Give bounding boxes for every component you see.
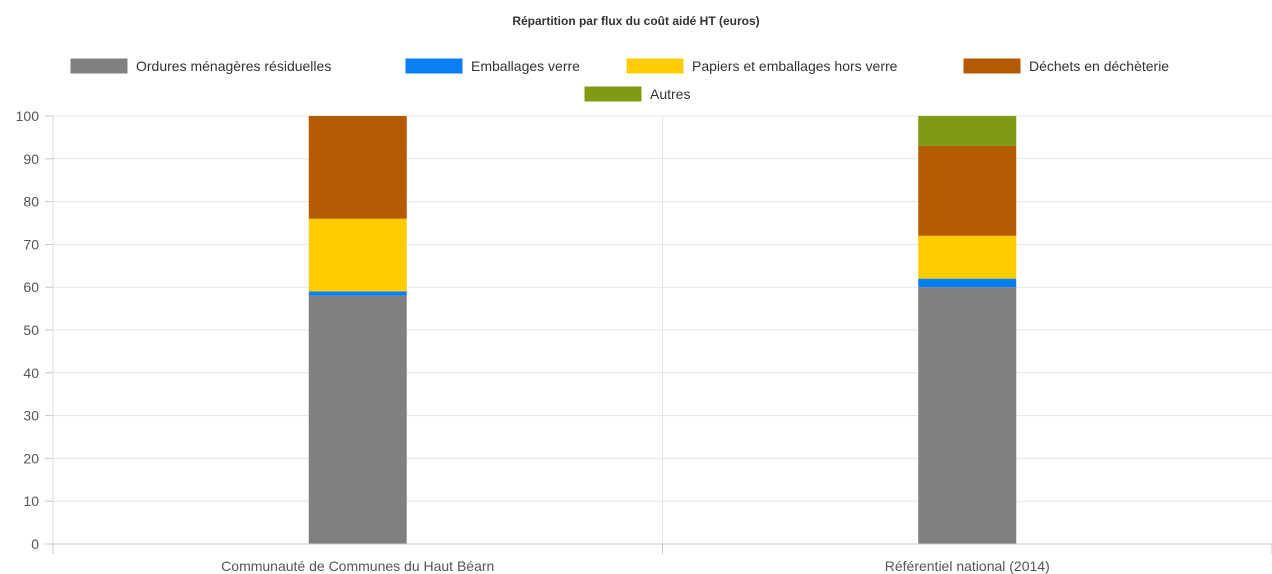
grid xyxy=(53,115,1272,544)
chart-title: Répartition par flux du coût aidé HT (eu… xyxy=(512,14,759,28)
bars xyxy=(308,116,1017,544)
x-category-label: Référentiel national (2014) xyxy=(885,558,1050,574)
bar-segment[interactable] xyxy=(918,235,1017,279)
y-tick-label: 90 xyxy=(23,151,39,167)
axes: 0 10 20 30 40 50 60 70 80 90 100 Communauté de Comm… xyxy=(16,108,1272,574)
y-tick-label: 50 xyxy=(23,322,39,338)
legend: Ordures ménagères résiduelles Emballages … xyxy=(69,57,1169,103)
legend-label: Autres xyxy=(650,86,690,102)
bar-segment[interactable] xyxy=(918,278,1017,288)
bar-stack xyxy=(308,116,407,544)
bar-stack xyxy=(918,116,1017,544)
x-category-label: Communauté de Communes du Haut Béarn xyxy=(221,558,494,574)
legend-swatch xyxy=(962,57,1022,75)
legend-item[interactable]: Papiers et emballages hors verre xyxy=(625,57,898,75)
y-tick-label: 20 xyxy=(23,450,39,466)
y-tick-label: 30 xyxy=(23,408,39,424)
legend-label: Papiers et emballages hors verre xyxy=(692,58,898,74)
y-tick-label: 0 xyxy=(31,536,39,552)
y-tick-label: 10 xyxy=(23,493,39,509)
legend-swatch xyxy=(404,57,464,75)
legend-label: Ordures ménagères résiduelles xyxy=(136,58,331,74)
legend-item[interactable]: Emballages verre xyxy=(404,57,580,75)
legend-item[interactable]: Autres xyxy=(583,85,690,103)
legend-swatch xyxy=(69,57,129,75)
y-tick-label: 60 xyxy=(23,279,39,295)
legend-item[interactable]: Ordures ménagères résiduelles xyxy=(69,57,331,75)
legend-label: Déchets en déchèterie xyxy=(1029,58,1169,74)
legend-label: Emballages verre xyxy=(471,58,580,74)
legend-swatch xyxy=(625,57,685,75)
bar-segment[interactable] xyxy=(308,291,407,296)
bar-segment[interactable] xyxy=(308,295,407,544)
bar-segment[interactable] xyxy=(918,145,1017,236)
bar-segment[interactable] xyxy=(308,116,407,219)
y-tick-label: 40 xyxy=(23,365,39,381)
bar-segment[interactable] xyxy=(918,116,1017,146)
y-tick-label: 70 xyxy=(23,236,39,252)
y-tick-label: 100 xyxy=(16,108,40,124)
bar-segment[interactable] xyxy=(308,218,407,292)
legend-item[interactable]: Déchets en déchèterie xyxy=(962,57,1169,75)
legend-swatch xyxy=(583,85,643,103)
y-tick-label: 80 xyxy=(23,194,39,210)
bar-segment[interactable] xyxy=(918,287,1017,544)
